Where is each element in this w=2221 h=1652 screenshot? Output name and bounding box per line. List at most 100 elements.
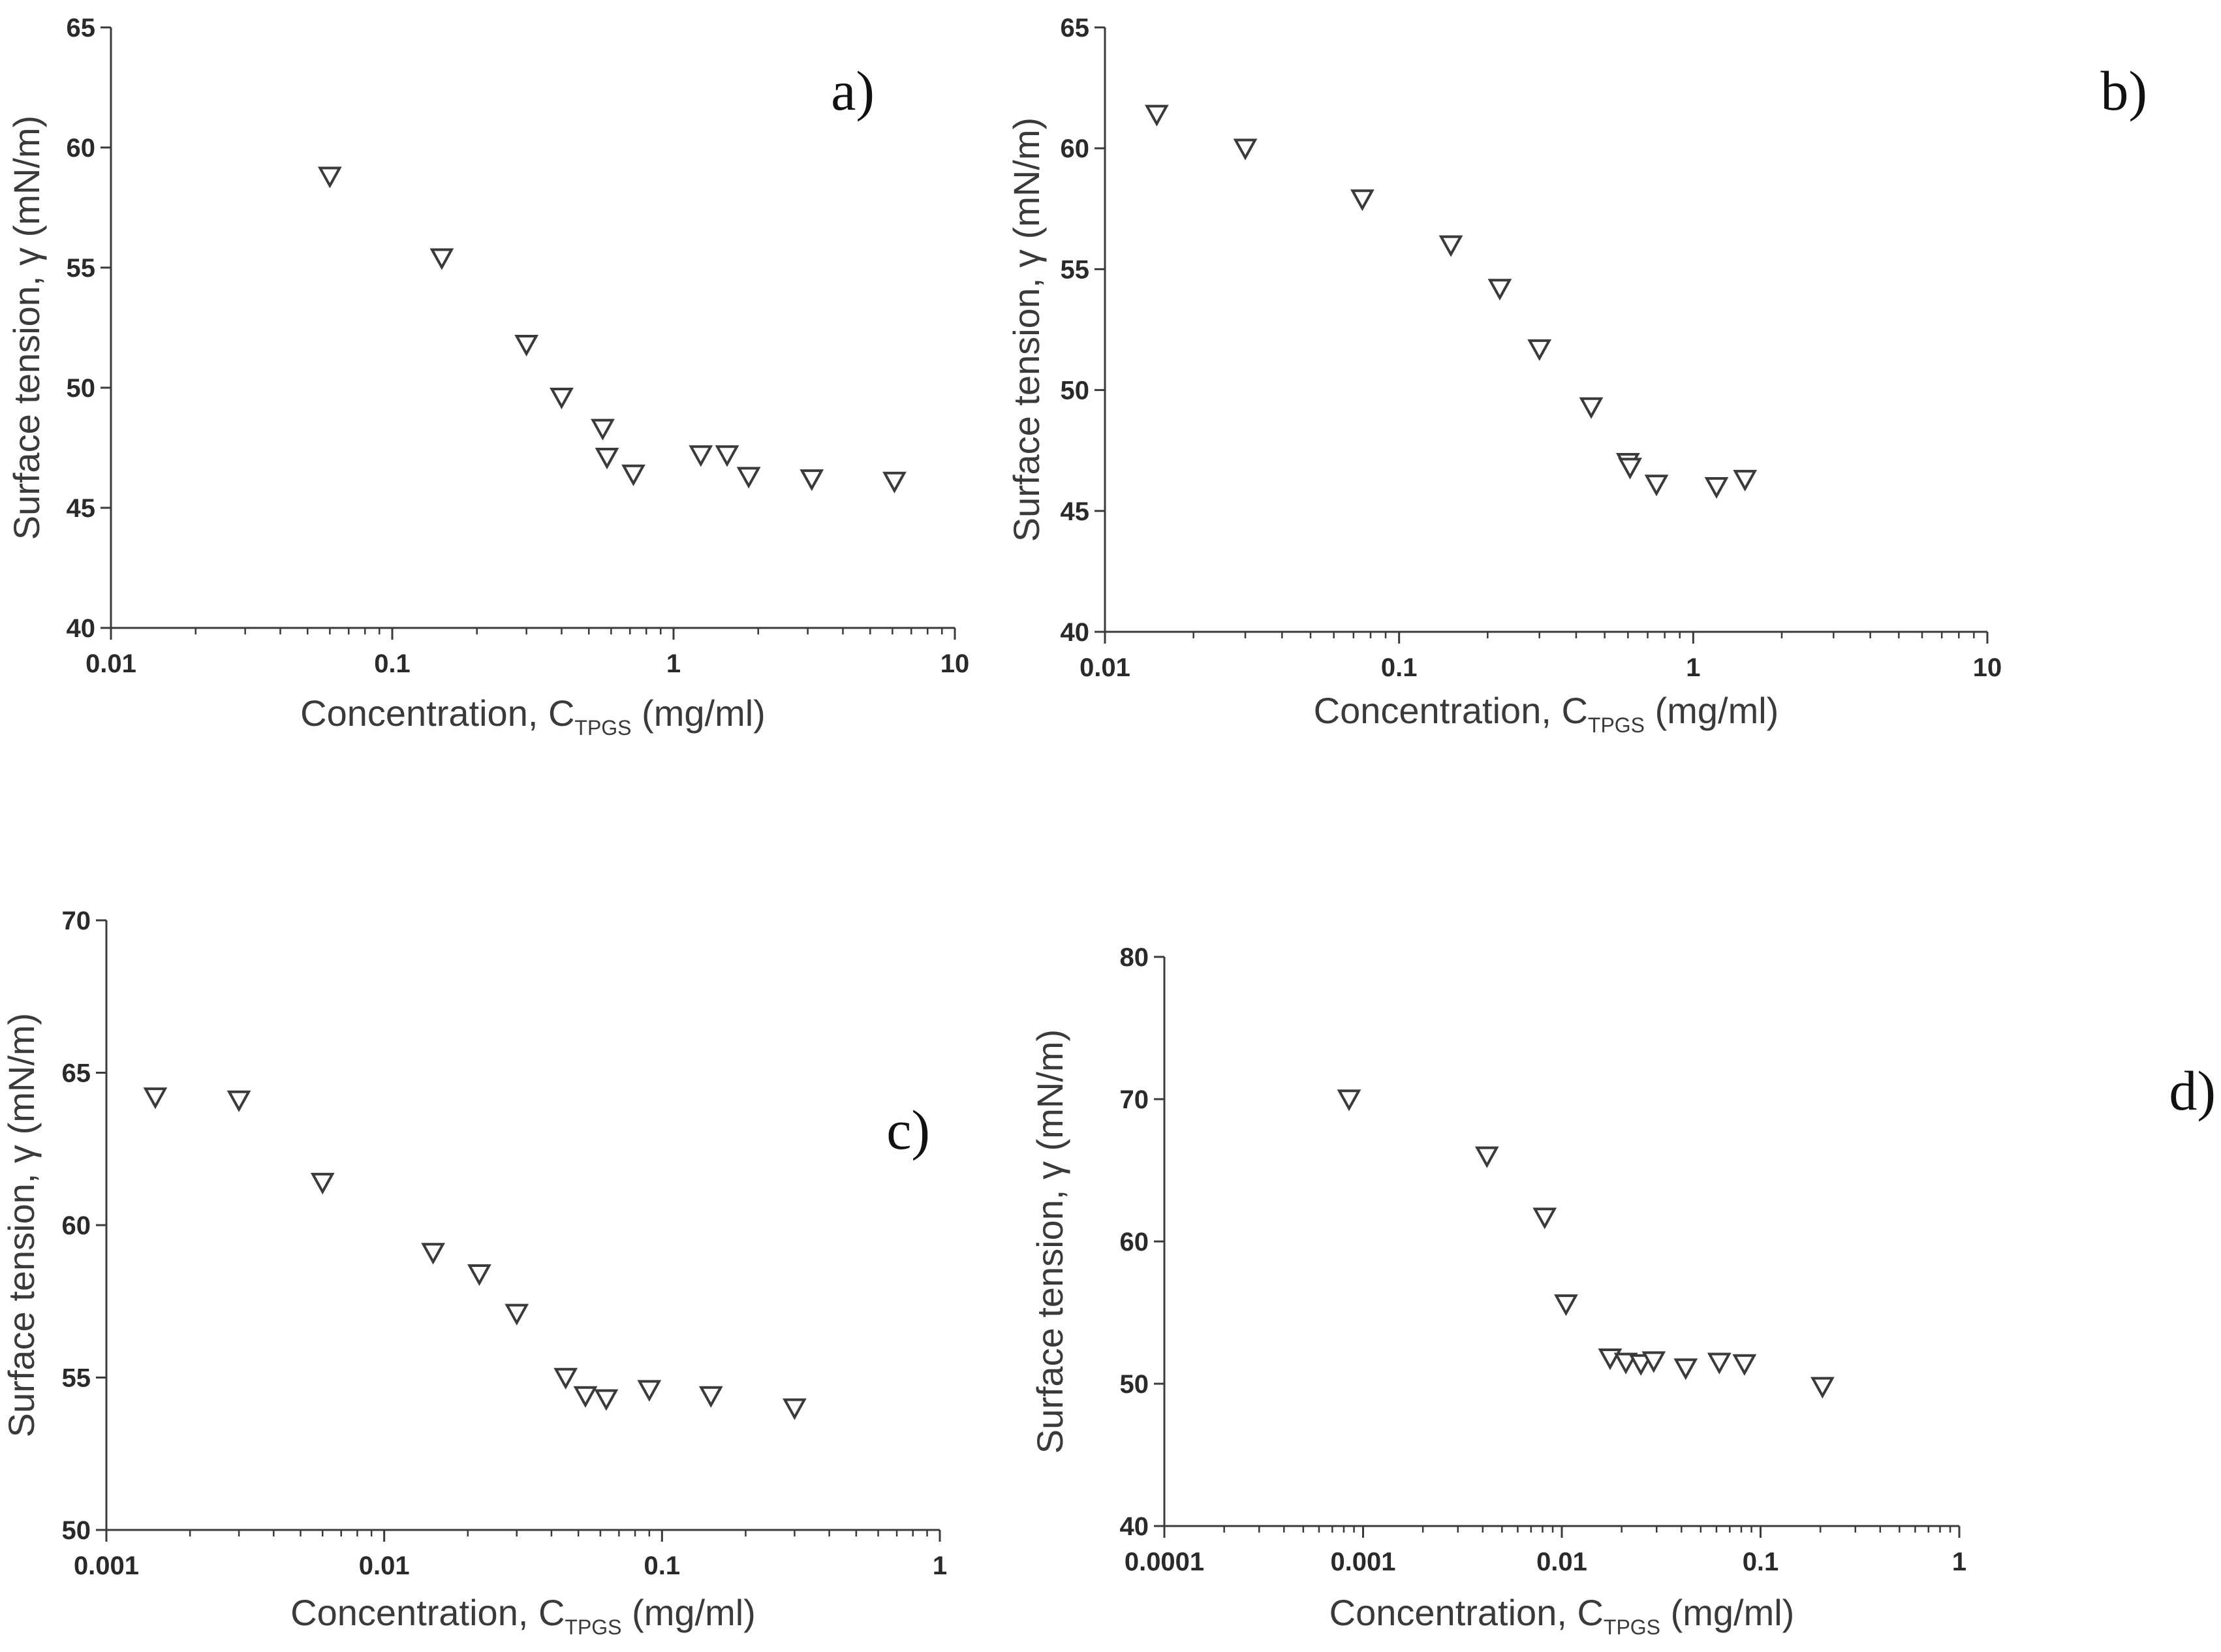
data-point <box>595 447 619 470</box>
x-axis-label: Concentration, CTPGS (mg/ml) <box>300 693 766 740</box>
x-axis-label: Concentration, CTPGS (mg/ml) <box>1314 690 1779 737</box>
data-point <box>1707 1352 1732 1375</box>
data-point <box>1474 1146 1499 1168</box>
data-point <box>1628 1354 1653 1376</box>
data-point <box>800 469 824 491</box>
y-axis-label: Surface tension, γ (mN/m) <box>6 116 47 540</box>
data-point <box>594 1389 619 1411</box>
data-point <box>226 1090 251 1112</box>
y-tick-label: 45 <box>67 494 96 523</box>
y-tick-label: 60 <box>62 1211 91 1240</box>
x-tick-label: 0.001 <box>1330 1548 1395 1576</box>
data-point <box>1487 279 1512 301</box>
x-tick-label: 10 <box>1973 653 2002 682</box>
data-point <box>317 166 342 189</box>
data-point <box>1732 1354 1757 1376</box>
data-point <box>1532 1208 1557 1230</box>
data-point <box>1554 1294 1578 1317</box>
data-point <box>1641 1351 1666 1373</box>
data-point <box>1733 469 1758 492</box>
data-point <box>514 335 539 357</box>
y-tick-label: 60 <box>67 134 96 163</box>
y-tick-label: 55 <box>62 1364 91 1393</box>
y-tick-label: 65 <box>1061 14 1090 42</box>
data-point <box>1704 477 1729 499</box>
x-tick-label: 1 <box>933 1551 947 1580</box>
data-point <box>736 467 761 489</box>
x-axis-label: Concentration, CTPGS (mg/ml) <box>1329 1592 1795 1639</box>
data-point <box>1438 235 1463 257</box>
x-tick-label: 0.01 <box>1536 1548 1587 1576</box>
data-point <box>698 1386 723 1408</box>
data-point <box>421 1243 446 1265</box>
y-tick-label: 70 <box>1120 1085 1149 1114</box>
data-point <box>1618 458 1642 480</box>
data-point <box>1233 138 1258 161</box>
data-point <box>1337 1089 1361 1112</box>
x-tick-label: 1 <box>666 649 681 678</box>
data-point <box>1644 475 1669 497</box>
data-point <box>637 1380 662 1402</box>
x-tick-label: 0.01 <box>359 1551 410 1580</box>
y-tick-label: 65 <box>67 14 96 42</box>
y-tick-label: 40 <box>1061 618 1090 647</box>
y-tick-label: 60 <box>1061 134 1090 163</box>
x-tick-label: 10 <box>940 649 970 678</box>
data-point <box>1144 104 1169 127</box>
panel-label: d) <box>2169 1059 2216 1122</box>
y-tick-label: 80 <box>1120 943 1149 972</box>
data-point <box>143 1087 168 1110</box>
panel-label: b) <box>2100 59 2147 122</box>
x-tick-label: 1 <box>1686 653 1700 682</box>
data-point <box>310 1172 335 1194</box>
data-point <box>621 464 645 486</box>
data-point <box>1527 339 1552 362</box>
data-point <box>882 471 907 493</box>
data-point <box>573 1386 598 1408</box>
data-point <box>1579 397 1604 419</box>
y-tick-label: 65 <box>62 1059 91 1088</box>
data-point <box>505 1303 529 1326</box>
data-point <box>591 418 615 441</box>
x-tick-label: 1 <box>1952 1548 1966 1576</box>
data-point <box>1673 1358 1698 1380</box>
y-tick-label: 40 <box>1120 1512 1149 1541</box>
x-axis-label: Concentration, CTPGS (mg/ml) <box>290 1592 756 1639</box>
y-tick-label: 60 <box>1120 1228 1149 1256</box>
panel-label: a) <box>831 59 875 122</box>
data-point <box>553 1367 578 1390</box>
chart-panel-b: 40 45 50 55 60 65 0.01 0.1 1 10 Concentration, CTP… <box>1006 14 2147 737</box>
panel-label: c) <box>886 1099 930 1161</box>
x-tick-label: 0.01 <box>1079 653 1130 682</box>
y-axis-label: Surface tension, γ (mN/m) <box>1006 117 1047 542</box>
x-tick-label: 0.1 <box>644 1551 681 1580</box>
x-tick-label: 0.1 <box>1743 1548 1779 1576</box>
data-point <box>550 387 574 410</box>
y-tick-label: 40 <box>67 614 96 643</box>
data-point <box>467 1264 491 1286</box>
data-point <box>715 445 739 467</box>
y-tick-label: 45 <box>1061 497 1090 526</box>
x-tick-label: 0.1 <box>1381 653 1418 682</box>
y-tick-label: 50 <box>1061 377 1090 405</box>
data-point <box>689 445 713 467</box>
data-point <box>1810 1377 1835 1399</box>
data-point <box>429 248 454 270</box>
y-tick-label: 50 <box>62 1516 91 1545</box>
chart-panel-c: 50 55 60 65 70 0.001 0.01 0.1 1 Concentration, CT… <box>1 907 947 1639</box>
chart-panel-a: 40 45 50 55 60 65 0.01 0.1 1 10 Concentration, CTP… <box>6 14 969 740</box>
y-tick-label: 50 <box>67 374 96 403</box>
y-tick-label: 50 <box>1120 1370 1149 1399</box>
data-point <box>1350 189 1375 211</box>
data-point <box>783 1398 807 1420</box>
y-axis-label: Surface tension, γ (mN/m) <box>1029 1029 1070 1454</box>
chart-panel-d: 40 50 60 70 80 0.0001 0.001 0.01 0.1 1 Concentrati… <box>1029 943 2216 1639</box>
y-axis-label: Surface tension, γ (mN/m) <box>1 1013 42 1437</box>
data-point <box>1598 1348 1623 1371</box>
x-tick-label: 0.001 <box>74 1551 139 1580</box>
y-tick-label: 70 <box>62 907 91 935</box>
x-tick-label: 0.01 <box>85 649 136 678</box>
y-tick-label: 55 <box>1061 255 1090 284</box>
y-tick-label: 55 <box>67 254 96 283</box>
